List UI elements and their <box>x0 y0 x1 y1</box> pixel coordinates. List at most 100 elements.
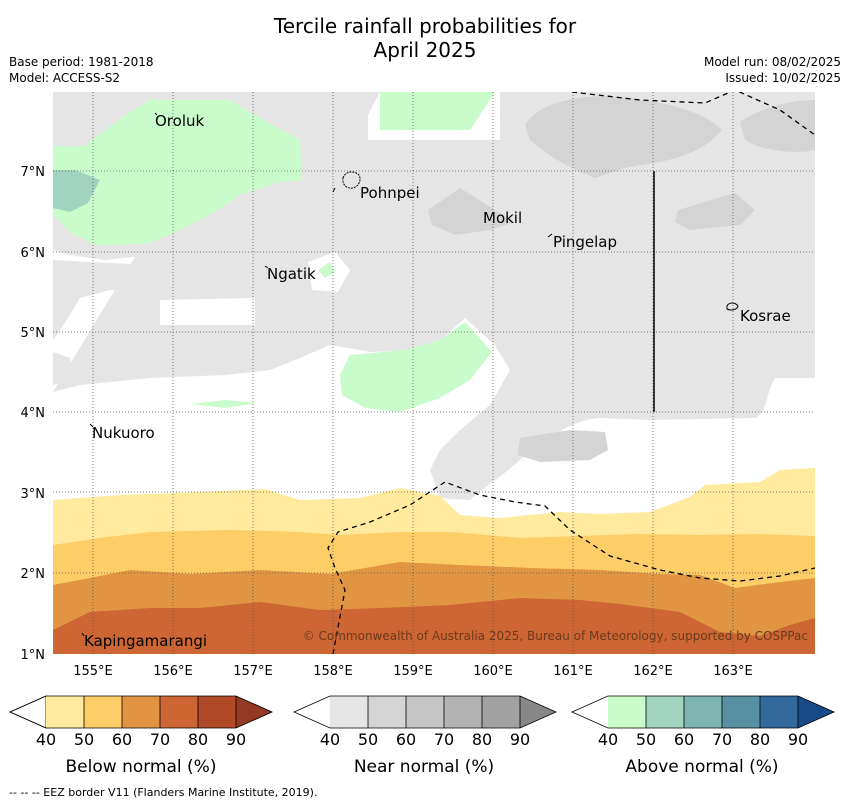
colorbar-swatch <box>160 696 198 728</box>
above-normal-oroluk <box>53 100 302 245</box>
colorbar-tick: 40 <box>36 730 56 749</box>
colorbar-tick: 40 <box>320 730 340 749</box>
pohnpei-islet <box>332 187 336 193</box>
colorbar-tick: 70 <box>150 730 170 749</box>
colorbar-swatch <box>646 696 684 728</box>
colorbar-tick: 70 <box>434 730 454 749</box>
colorbar-swatch <box>722 696 760 728</box>
lon-tick-label: 160°E <box>473 664 513 679</box>
place-label-kosrae: Kosrae <box>740 307 791 325</box>
above-normal-50-west <box>53 170 100 212</box>
map-area <box>53 92 815 654</box>
lat-tick-label: 1°N <box>21 648 46 663</box>
lon-tick-label: 162°E <box>633 664 673 679</box>
colorbar-swatch <box>482 696 520 728</box>
lon-tick-label: 157°E <box>233 664 273 679</box>
colorbar-swatch <box>684 696 722 728</box>
place-label-oroluk: Oroluk <box>155 112 204 130</box>
colorbar-label-above: Above normal (%) <box>625 757 778 777</box>
eez-border-north <box>571 92 815 136</box>
colorbar-tick: 60 <box>674 730 694 749</box>
meta-right: Model run: 08/02/2025 Issued: 10/02/2025 <box>704 54 841 86</box>
lat-tick-label: 7°N <box>21 165 46 180</box>
colorbar-tick: 90 <box>788 730 808 749</box>
copyright-notice: © Commonwealth of Australia 2025, Bureau… <box>303 629 808 643</box>
colorbar-under-tip <box>9 695 47 729</box>
oroluk-marker <box>154 112 158 116</box>
place-label-mokil: Mokil <box>483 209 522 227</box>
ngatik-marker <box>264 265 269 269</box>
base-period: Base period: 1981-2018 <box>9 55 154 69</box>
kosrae-island-outline <box>726 302 739 311</box>
colorbar-tick: 70 <box>712 730 732 749</box>
near-normal-50-mokil <box>428 188 515 235</box>
near-normal-50-south <box>518 430 608 462</box>
lon-tick-label: 161°E <box>553 664 593 679</box>
gridlines <box>53 92 815 654</box>
colorbar-labels: Below normal (%) Near normal (%) Above n… <box>66 757 779 777</box>
place-label-pingelap: Pingelap <box>553 233 617 251</box>
colorbar-swatch <box>198 696 236 728</box>
pingelap-marker <box>547 233 553 238</box>
kapingamarangi-marker <box>81 632 85 637</box>
colorbar-swatch <box>84 696 122 728</box>
colorbar-tick: 80 <box>472 730 492 749</box>
colorbar-swatch <box>46 696 84 728</box>
colorbar-tick: 50 <box>358 730 378 749</box>
above-normal-ngatik-spot <box>318 262 335 278</box>
colorbar-tick: 90 <box>226 730 246 749</box>
lon-tick-label: 163°E <box>713 664 753 679</box>
eez-border-south <box>327 481 815 654</box>
above-normal-north <box>380 92 495 130</box>
issued-date: Issued: 10/02/2025 <box>725 71 841 85</box>
map-title: Tercile rainfall probabilities for April… <box>0 14 850 62</box>
above-normal-sliver <box>190 400 258 408</box>
eez-footer-note: -- -- -- EEZ border V11 (Flanders Marine… <box>9 786 318 799</box>
place-label-ngatik: Ngatik <box>267 265 316 283</box>
title-line-2: April 2025 <box>373 38 477 62</box>
lon-tick-label: 156°E <box>153 664 193 679</box>
colorbar-tick: 50 <box>636 730 656 749</box>
colorbar-label-below: Below normal (%) <box>66 757 217 777</box>
colorbar-under-tip <box>294 696 330 728</box>
colorbar-label-near: Near normal (%) <box>354 757 494 777</box>
below-normal-70-band <box>53 598 815 654</box>
model-run: Model run: 08/02/2025 <box>703 55 841 69</box>
colorbar-swatch <box>444 696 482 728</box>
near-normal-50-ne2 <box>740 100 815 152</box>
colorbar-tick: 80 <box>188 730 208 749</box>
colorbar-under-tip <box>572 696 608 728</box>
lon-tick-label: 158°E <box>313 664 353 679</box>
lat-tick-label: 3°N <box>21 487 46 502</box>
colorbar-above-normal: 40 50 60 70 80 90 <box>571 695 835 749</box>
title-line-1: Tercile rainfall probabilities for <box>273 14 577 38</box>
near-normal-50-ne <box>525 96 722 178</box>
above-normal-central <box>340 322 492 412</box>
meta-left: Base period: 1981-2018 Model: ACCESS-S2 <box>9 54 154 86</box>
lon-tick-label: 155°E <box>73 664 113 679</box>
colorbar-swatch <box>330 696 368 728</box>
lon-tick-labels: 155°E 156°E 157°E 158°E 159°E 160°E 161°… <box>73 664 753 679</box>
place-labels: Oroluk Pohnpei Mokil Pingelap Ngatik Kos… <box>84 112 791 650</box>
colorbar-tick: 40 <box>598 730 618 749</box>
colorbar-tick: 90 <box>510 730 530 749</box>
place-label-pohnpei: Pohnpei <box>360 184 420 202</box>
colorbar-tick: 60 <box>396 730 416 749</box>
colorbar-swatch <box>760 696 798 728</box>
colorbar-tick: 60 <box>112 730 132 749</box>
white-gap-ngatik <box>160 298 255 325</box>
place-label-nukuoro: Nukuoro <box>92 424 155 442</box>
colorbar-swatch <box>368 696 406 728</box>
lat-tick-label: 6°N <box>21 246 46 261</box>
colorbar-near-normal: 40 50 60 70 80 90 <box>293 695 557 749</box>
lat-tick-label: 5°N <box>21 326 46 341</box>
colorbar-over-tip <box>520 696 556 728</box>
colorbar-over-tip <box>236 696 272 728</box>
lat-tick-label: 2°N <box>21 567 46 582</box>
near-normal-50-east <box>675 193 755 230</box>
lat-tick-label: 4°N <box>21 406 46 421</box>
colorbar-tick: 50 <box>74 730 94 749</box>
nukuoro-marker <box>89 423 94 428</box>
colorbar-swatch <box>122 696 160 728</box>
